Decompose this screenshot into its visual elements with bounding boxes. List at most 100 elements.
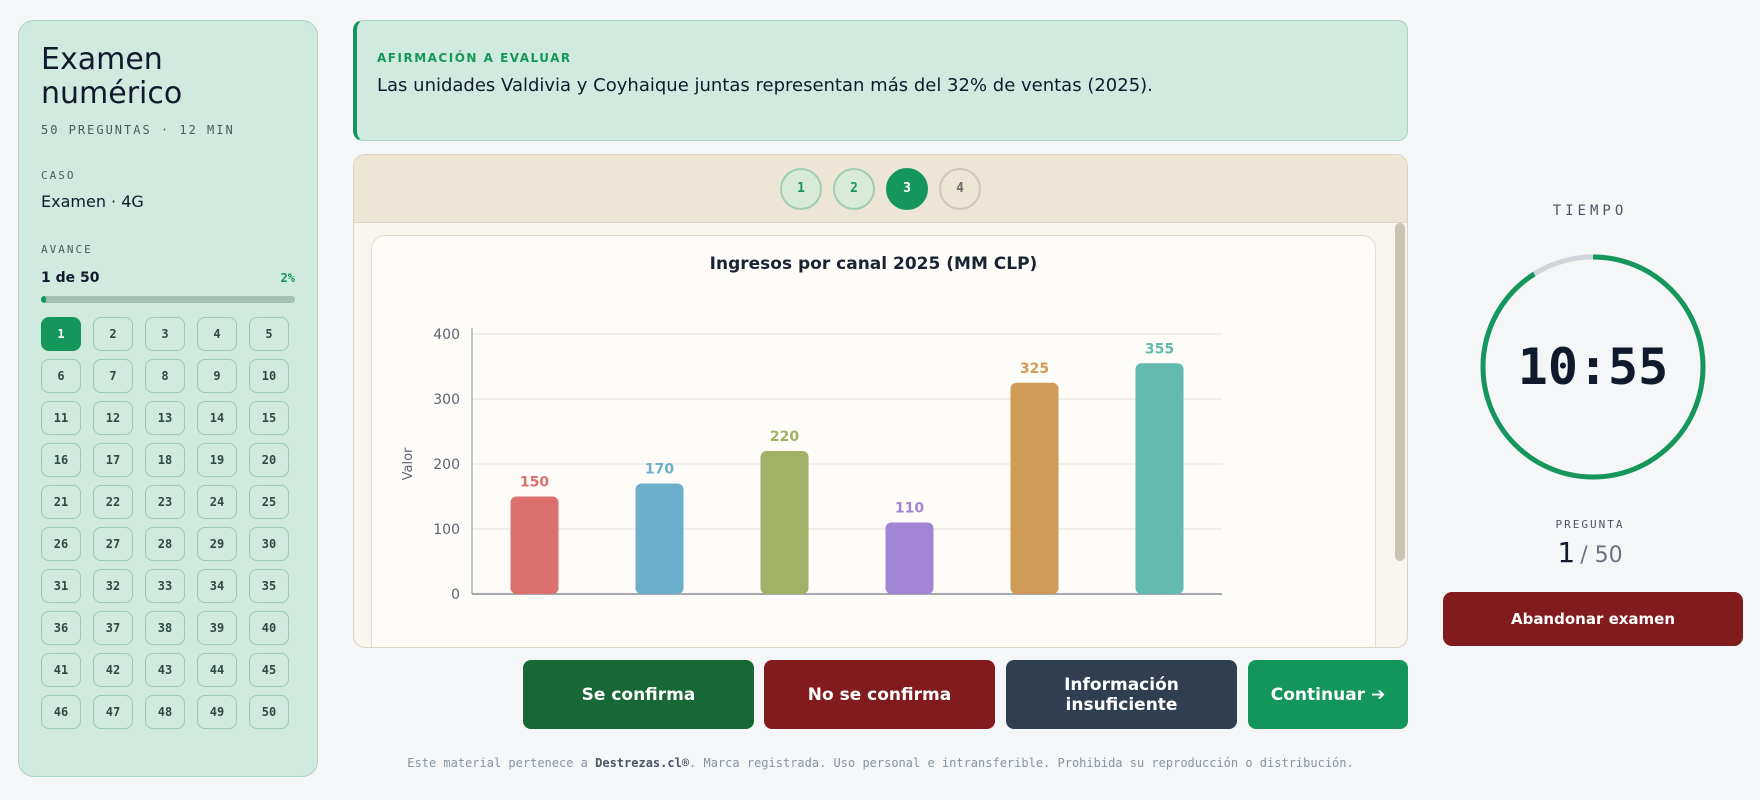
question-button-25[interactable]: 25 xyxy=(249,485,289,519)
bar-value-label: 355 xyxy=(1145,341,1174,357)
question-button-41[interactable]: 41 xyxy=(41,653,81,687)
timer-ring xyxy=(1480,254,1706,480)
question-button-40[interactable]: 40 xyxy=(249,611,289,645)
y-axis-label: Valor xyxy=(401,447,416,480)
question-button-49[interactable]: 49 xyxy=(197,695,237,729)
question-button-43[interactable]: 43 xyxy=(145,653,185,687)
question-button-9[interactable]: 9 xyxy=(197,359,237,393)
progress-percent: 2% xyxy=(280,271,295,285)
chart-tab-4[interactable]: 4 xyxy=(939,167,981,210)
question-button-48[interactable]: 48 xyxy=(145,695,185,729)
question-button-28[interactable]: 28 xyxy=(145,527,185,561)
question-button-26[interactable]: 26 xyxy=(41,527,81,561)
footer-suffix: . Marca registrada. Uso personal e intra… xyxy=(689,756,1354,770)
question-button-24[interactable]: 24 xyxy=(197,485,237,519)
question-button-19[interactable]: 19 xyxy=(197,443,237,477)
question-button-27[interactable]: 27 xyxy=(93,527,133,561)
abandon-exam-button[interactable]: Abandonar examen xyxy=(1443,592,1743,646)
chart-tab-2[interactable]: 2 xyxy=(833,167,875,210)
bar xyxy=(635,483,684,594)
question-button-34[interactable]: 34 xyxy=(197,569,237,603)
statement-text: Las unidades Valdivia y Coyhaique juntas… xyxy=(377,75,1153,96)
question-button-20[interactable]: 20 xyxy=(249,443,289,477)
question-button-3[interactable]: 3 xyxy=(145,317,185,351)
bar-value-label: 325 xyxy=(1020,361,1049,377)
bar-value-label: 220 xyxy=(770,429,799,445)
question-total: / 50 xyxy=(1580,543,1623,568)
question-button-15[interactable]: 15 xyxy=(249,401,289,435)
bar xyxy=(1135,363,1184,594)
question-button-50[interactable]: 50 xyxy=(249,695,289,729)
question-button-1[interactable]: 1 xyxy=(41,317,81,351)
question-button-13[interactable]: 13 xyxy=(145,401,185,435)
question-button-22[interactable]: 22 xyxy=(93,485,133,519)
question-button-14[interactable]: 14 xyxy=(197,401,237,435)
bar xyxy=(1010,382,1059,594)
y-tick-label: 100 xyxy=(433,522,460,538)
bar-value-label: 150 xyxy=(520,475,549,491)
question-button-31[interactable]: 31 xyxy=(41,569,81,603)
question-button-18[interactable]: 18 xyxy=(145,443,185,477)
question-button-32[interactable]: 32 xyxy=(93,569,133,603)
bar xyxy=(510,496,559,594)
bar-chart: 0 100 200 300 400 Valor 150 170 220 110 325 355 xyxy=(401,327,1222,603)
question-button-45[interactable]: 45 xyxy=(249,653,289,687)
chart-tab-1[interactable]: 1 xyxy=(780,167,822,210)
question-button-11[interactable]: 11 xyxy=(41,401,81,435)
statement-box: AFIRMACIÓN A EVALUAR Las unidades Valdiv… xyxy=(353,20,1408,141)
question-button-36[interactable]: 36 xyxy=(41,611,81,645)
question-button-7[interactable]: 7 xyxy=(93,359,133,393)
question-counter-label: PREGUNTA xyxy=(1555,518,1625,531)
exam-title: Examen numérico xyxy=(41,42,183,111)
y-tick-label: 200 xyxy=(433,457,460,473)
no-confirm-button[interactable]: No se confirma xyxy=(764,660,995,729)
question-button-33[interactable]: 33 xyxy=(145,569,185,603)
bar xyxy=(885,522,934,594)
bar-value-label: 170 xyxy=(645,462,674,478)
panel-scrollbar[interactable] xyxy=(1395,223,1405,561)
question-button-10[interactable]: 10 xyxy=(249,359,289,393)
confirm-button[interactable]: Se confirma xyxy=(523,660,754,729)
question-button-37[interactable]: 37 xyxy=(93,611,133,645)
footer-notice: Este material pertenece a Destrezas.cl®.… xyxy=(353,756,1408,770)
question-button-38[interactable]: 38 xyxy=(145,611,185,645)
progress-row: 1 de 50 2% xyxy=(41,270,295,286)
footer-prefix: Este material pertenece a xyxy=(407,756,596,770)
question-button-44[interactable]: 44 xyxy=(197,653,237,687)
chart-title: Ingresos por canal 2025 (MM CLP) xyxy=(709,254,1038,274)
question-button-23[interactable]: 23 xyxy=(145,485,185,519)
y-tick-label: 300 xyxy=(433,392,460,408)
continue-button[interactable]: Continuar ➔ xyxy=(1248,660,1408,729)
progress-bar-fill xyxy=(41,296,47,303)
question-button-2[interactable]: 2 xyxy=(93,317,133,351)
question-button-29[interactable]: 29 xyxy=(197,527,237,561)
question-button-42[interactable]: 42 xyxy=(93,653,133,687)
footer-brand: Destrezas.cl® xyxy=(595,756,690,770)
question-button-17[interactable]: 17 xyxy=(93,443,133,477)
question-button-12[interactable]: 12 xyxy=(93,401,133,435)
question-button-21[interactable]: 21 xyxy=(41,485,81,519)
chart-tab-3[interactable]: 3 xyxy=(886,167,928,210)
timer-progress xyxy=(1480,254,1706,480)
question-button-47[interactable]: 47 xyxy=(93,695,133,729)
y-tick-label: 0 xyxy=(451,587,460,603)
question-button-35[interactable]: 35 xyxy=(249,569,289,603)
question-button-6[interactable]: 6 xyxy=(41,359,81,393)
question-button-4[interactable]: 4 xyxy=(197,317,237,351)
exam-sidebar: Examen numérico 50 PREGUNTAS · 12 MIN CA… xyxy=(18,20,318,777)
chart-card: Ingresos por canal 2025 (MM CLP) 0 100 200… xyxy=(371,235,1376,647)
case-label: CASO xyxy=(41,169,76,182)
progress-text: 1 de 50 xyxy=(41,270,100,286)
question-button-46[interactable]: 46 xyxy=(41,695,81,729)
progress-label: AVANCE xyxy=(41,243,93,256)
question-button-39[interactable]: 39 xyxy=(197,611,237,645)
progress-bar xyxy=(41,296,295,303)
question-button-16[interactable]: 16 xyxy=(41,443,81,477)
bar xyxy=(760,451,809,594)
question-button-8[interactable]: 8 xyxy=(145,359,185,393)
insufficient-info-button[interactable]: Información insuficiente xyxy=(1006,660,1237,729)
question-button-5[interactable]: 5 xyxy=(249,317,289,351)
question-button-30[interactable]: 30 xyxy=(249,527,289,561)
